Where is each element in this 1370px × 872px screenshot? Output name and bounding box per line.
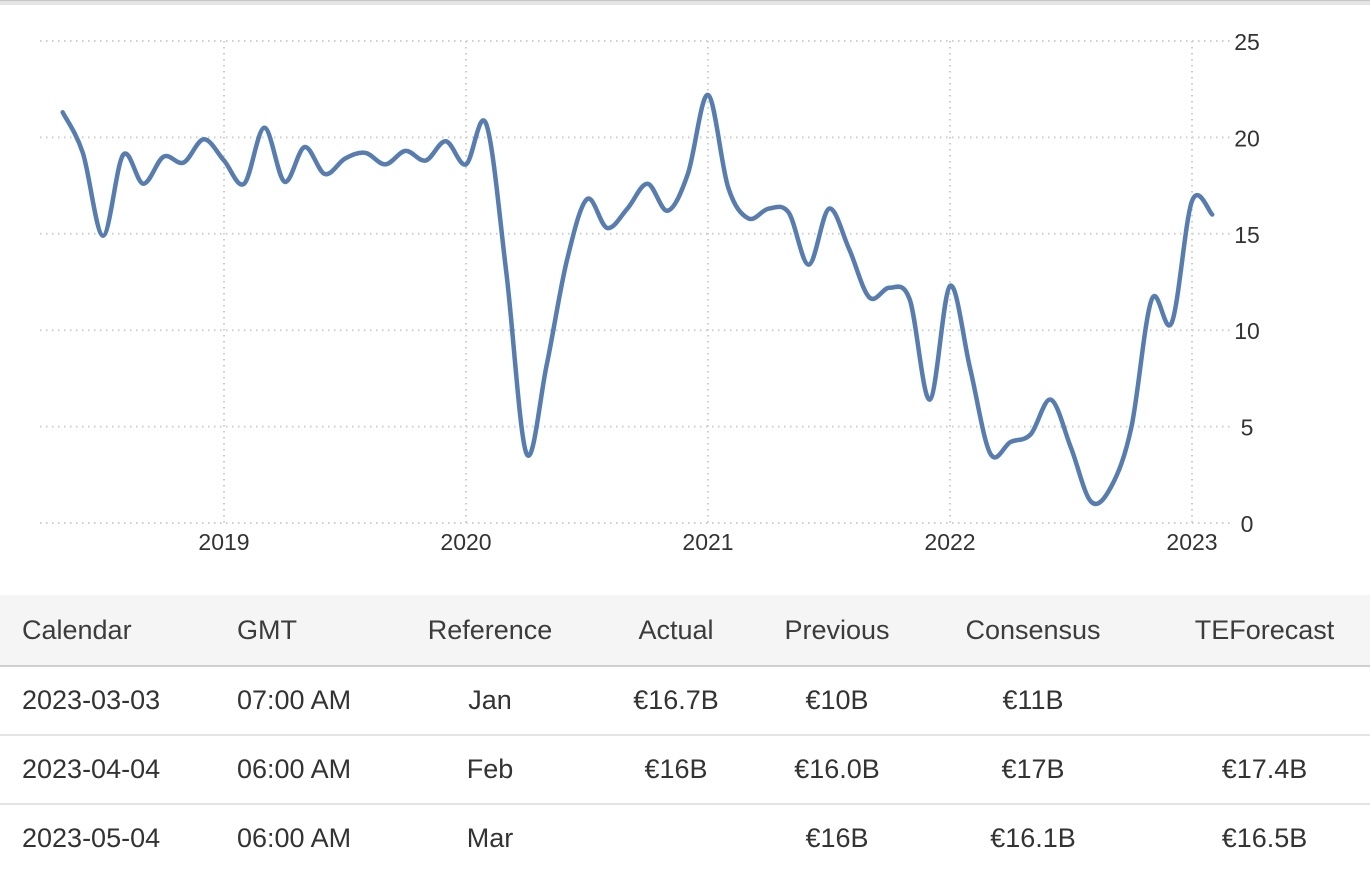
column-header-teforecast: TEForecast — [1159, 595, 1370, 667]
x-tick-label: 2020 — [440, 529, 491, 555]
top-divider-bar — [0, 0, 1370, 5]
table-row: 2023-04-04 06:00 AM Feb €16B €16.0B €17B €17.4… — [0, 735, 1370, 805]
cell-reference: Feb — [395, 735, 585, 805]
y-tick-label: 25 — [1234, 29, 1260, 55]
column-header-actual: Actual — [585, 595, 767, 667]
cell-previous: €10B — [767, 666, 907, 736]
x-tick-label: 2021 — [682, 529, 733, 555]
cell-teforecast: €16.5B — [1159, 804, 1370, 872]
table-row: 2023-03-03 07:00 AM Jan €16.7B €10B €11B — [0, 666, 1370, 736]
cell-teforecast: €17.4B — [1159, 735, 1370, 805]
y-tick-label: 15 — [1234, 222, 1260, 248]
calendar-table: Calendar GMT Reference Actual Previous Consen… — [0, 595, 1370, 872]
cell-calendar: 2023-03-03 — [0, 666, 215, 736]
x-tick-label: 2023 — [1166, 529, 1217, 555]
y-tick-label: 20 — [1234, 125, 1260, 151]
cell-gmt: 06:00 AM — [215, 735, 395, 805]
cell-teforecast — [1159, 666, 1370, 736]
calendar-table-section: Calendar GMT Reference Actual Previous Consen… — [0, 595, 1370, 872]
cell-reference: Mar — [395, 804, 585, 872]
x-tick-label: 2019 — [198, 529, 249, 555]
cell-previous: €16.0B — [767, 735, 907, 805]
column-header-gmt: GMT — [215, 595, 395, 667]
x-tick-label: 2022 — [924, 529, 975, 555]
cell-gmt: 06:00 AM — [215, 804, 395, 872]
column-header-reference: Reference — [395, 595, 585, 667]
cell-consensus: €17B — [907, 735, 1159, 805]
table-header-row: Calendar GMT Reference Actual Previous Consen… — [0, 595, 1370, 667]
cell-calendar: 2023-04-04 — [0, 735, 215, 805]
trade-balance-chart[interactable]: 0 5 10 15 20 25 2019 2020 2021 2022 2023 — [0, 5, 1370, 575]
y-tick-label: 5 — [1241, 415, 1254, 441]
cell-reference: Jan — [395, 666, 585, 736]
chart-canvas[interactable]: 0 5 10 15 20 25 2019 2020 2021 2022 2023 — [0, 5, 1370, 575]
cell-consensus: €11B — [907, 666, 1159, 736]
column-header-calendar: Calendar — [0, 595, 215, 667]
cell-actual: €16.7B — [585, 666, 767, 736]
cell-actual: €16B — [585, 735, 767, 805]
column-header-consensus: Consensus — [907, 595, 1159, 667]
series-line — [60, 92, 1215, 507]
table-row: 2023-05-04 06:00 AM Mar €16B €16.1B €16.5B — [0, 804, 1370, 872]
cell-calendar: 2023-05-04 — [0, 804, 215, 872]
y-tick-label: 10 — [1234, 318, 1260, 344]
column-header-previous: Previous — [767, 595, 907, 667]
y-tick-label: 0 — [1241, 511, 1254, 537]
cell-previous: €16B — [767, 804, 907, 872]
cell-actual — [585, 804, 767, 872]
cell-gmt: 07:00 AM — [215, 666, 395, 736]
cell-consensus: €16.1B — [907, 804, 1159, 872]
